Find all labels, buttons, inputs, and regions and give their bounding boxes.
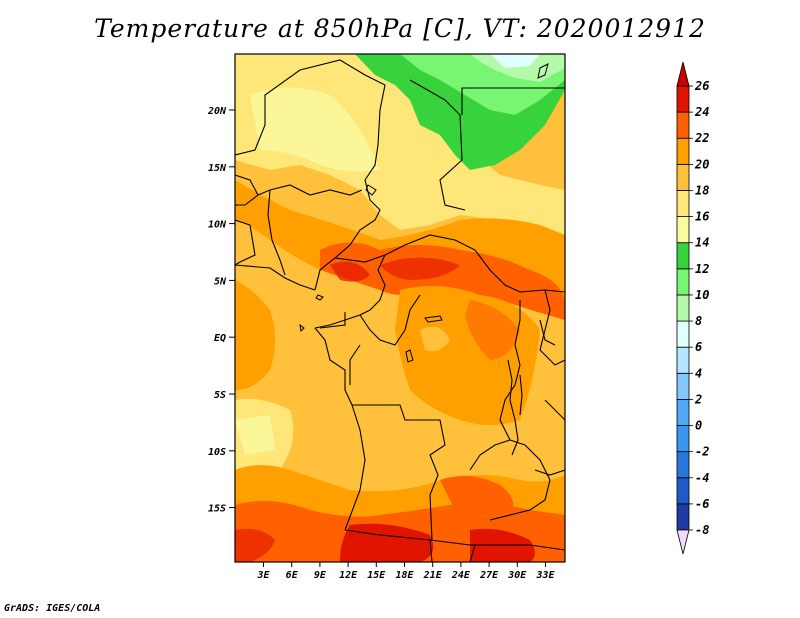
colorbar-label: 0 (695, 419, 702, 433)
lon-tick-label: 12E (339, 570, 358, 581)
colorbar-label: 10 (695, 288, 709, 302)
colorbar-label: 4 (695, 366, 702, 380)
colorbar-label: 18 (695, 183, 709, 197)
colorbar-label: -4 (695, 471, 709, 485)
colorbar-label: -6 (695, 497, 709, 511)
lat-tick-label: 15N (208, 163, 227, 174)
colorbar-swatch (676, 111, 690, 139)
temperature-field (235, 54, 565, 562)
lon-tick-label: 6E (286, 570, 299, 581)
colorbar-swatch (676, 242, 690, 270)
lon-tick-label: 15E (367, 570, 386, 581)
lon-tick-label: 9E (314, 570, 327, 581)
colorbar-label: 22 (694, 131, 709, 145)
lon-tick-label: 33E (535, 570, 555, 581)
grads-credit: GrADS: IGES/COLA (4, 603, 101, 614)
colorbar-swatch (676, 425, 690, 453)
colorbar-swatch (676, 503, 690, 531)
lakes-and-islands (299, 63, 549, 363)
colorbar-swatch (676, 137, 690, 165)
lat-tick-label: 5N (214, 276, 227, 287)
colorbar-label: 14 (695, 236, 709, 250)
lat-tick-label: 10S (208, 447, 226, 458)
latitude-axis: 20N 15N 10N 5N EQ 5S 10S 15S (207, 106, 235, 515)
colorbar-label: 12 (695, 262, 709, 276)
colorbar-label: 2 (694, 392, 702, 406)
colorbar-label: 26 (694, 79, 709, 93)
colorbar-top-arrow (676, 61, 690, 87)
colorbar-swatch (676, 451, 690, 479)
colorbar-label: 16 (695, 210, 709, 224)
colorbar-swatch (676, 294, 690, 322)
colorbar-label: 6 (695, 340, 702, 354)
lon-tick-label: 18E (395, 570, 414, 581)
colorbar-swatch (676, 190, 690, 217)
colorbar-label: 24 (694, 105, 709, 119)
colorbar-label: 20 (694, 157, 709, 171)
colorbar-swatch (676, 477, 690, 505)
lon-tick-label: 30E (507, 570, 527, 581)
colorbar-label: -2 (695, 445, 709, 459)
colorbar-bottom-arrow (676, 529, 690, 555)
lat-tick-label: 10N (208, 220, 227, 231)
colorbar-swatch (676, 399, 690, 426)
map-frame (234, 53, 566, 563)
lon-tick-label: 24E (451, 570, 471, 581)
lat-tick-label: 5S (214, 390, 226, 401)
country-borders (235, 59, 565, 562)
lon-tick-label: 3E (256, 570, 270, 581)
colorbar-swatch (676, 372, 690, 400)
lat-tick-label: 15S (208, 504, 226, 515)
colorbar-swatch (676, 320, 690, 348)
lat-tick-label: 20N (207, 106, 227, 117)
colorbar-label: 8 (695, 314, 702, 328)
lat-tick-label: EQ (214, 333, 226, 344)
lon-tick-label: 21E (423, 570, 443, 581)
longitude-axis: 3E 6E 9E 12E 15E 18E 21E 24E 27E 30E 33E (256, 562, 556, 581)
colorbar-swatch (676, 268, 690, 296)
colorbar-swatch (676, 163, 690, 191)
map-title: Temperature at 850hPa [C], VT: 202001291… (94, 14, 706, 43)
colorbar-swatch (676, 346, 690, 374)
colorbar-swatch (676, 85, 690, 113)
lon-tick-label: 27E (479, 570, 499, 581)
colorbar-swatch (676, 216, 690, 244)
colorbar-label: -8 (695, 523, 709, 537)
